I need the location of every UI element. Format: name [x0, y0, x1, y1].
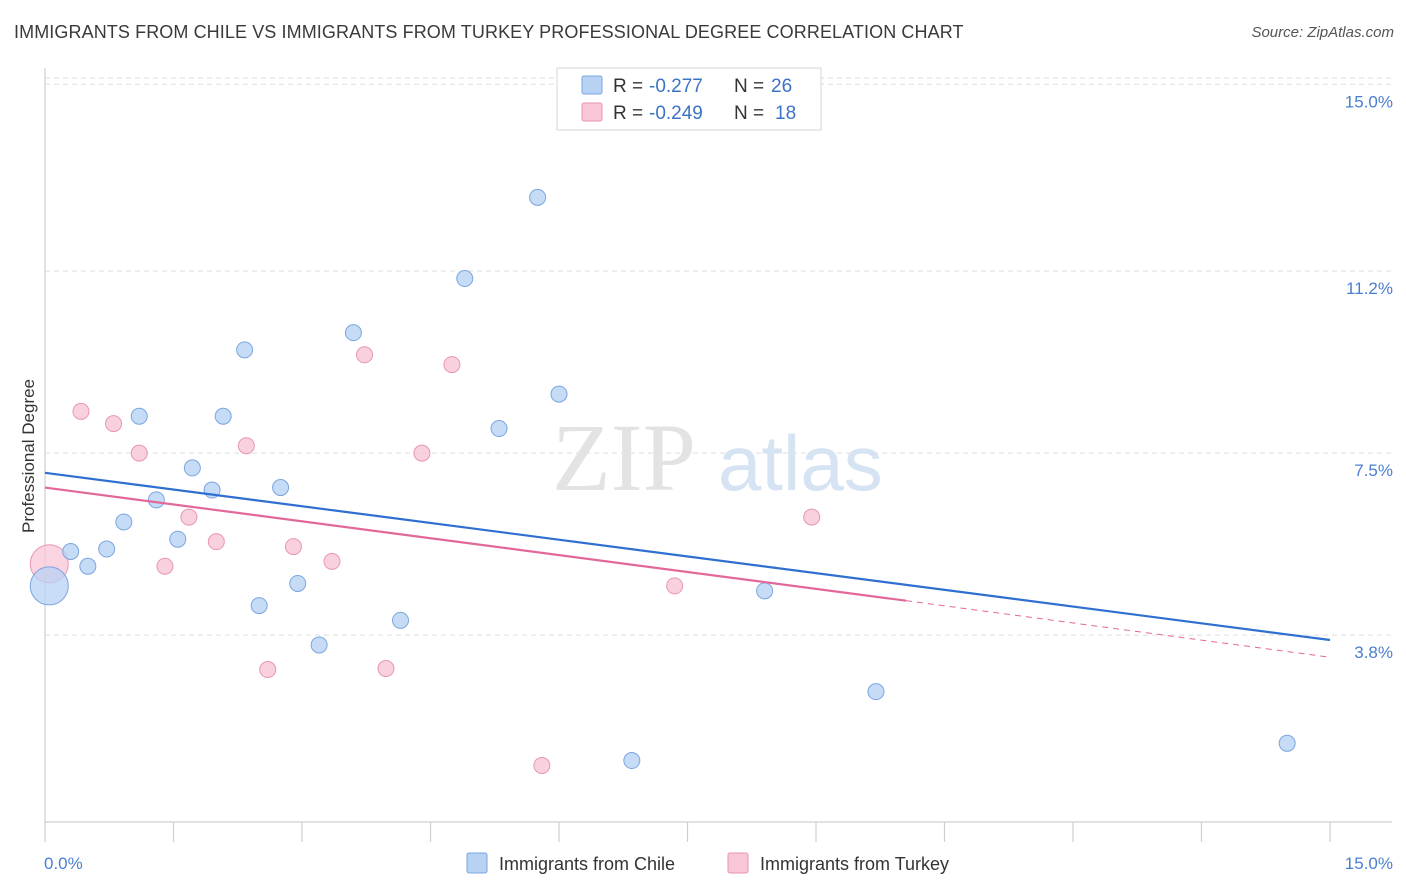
series-legend-label-turkey: Immigrants from Turkey [760, 854, 949, 874]
turkey-point [413, 444, 431, 462]
chile-point [456, 270, 474, 288]
turkey-point [237, 437, 255, 455]
legend-n-label-turkey: N = [734, 103, 764, 124]
chile-point [289, 574, 307, 592]
legend-r-value-chile: -0.277 [649, 76, 703, 97]
series-legend-label-chile: Immigrants from Chile [499, 854, 675, 874]
turkey-trend-line [44, 486, 907, 602]
points-layer [29, 188, 1296, 774]
axis-layer: 3.8% 7.5% 11.2% 15.0% 0.0% 15.0% [44, 68, 1393, 873]
turkey-point [180, 508, 198, 526]
y-tick-label: 3.8% [1354, 643, 1393, 662]
turkey-point [207, 533, 225, 551]
y-axis-label: Professional Degree [19, 379, 38, 533]
turkey-point [533, 756, 551, 774]
chile-point [344, 324, 362, 342]
turkey-trend-line-extension [905, 600, 1331, 658]
x-tick-label: 0.0% [44, 854, 83, 873]
chile-point [867, 683, 885, 701]
turkey-point [130, 444, 148, 462]
y-tick-label: 7.5% [1354, 461, 1393, 480]
chile-trend-line [44, 471, 1331, 642]
legend-r-label-turkey: R = [613, 103, 643, 124]
turkey-point [105, 415, 123, 433]
chile-point [183, 459, 201, 477]
chile-point [98, 540, 116, 558]
turkey-point [156, 557, 174, 575]
chile-point [272, 479, 290, 497]
y-tick-label: 11.2% [1346, 279, 1393, 298]
chile-point [529, 188, 547, 206]
turkey-point [443, 356, 461, 374]
chart-source: Source: ZipAtlas.com [1251, 24, 1394, 41]
turkey-point [259, 661, 277, 679]
chile-point [169, 530, 187, 548]
chile-point [236, 341, 254, 359]
turkey-point [377, 660, 395, 678]
legend-swatch-chile [581, 75, 603, 95]
correlation-legend: R = -0.277 N = 26 R = -0.249 N = 18 [556, 67, 822, 131]
chile-point [310, 636, 328, 654]
legend-n-value-turkey: 18 [775, 103, 796, 124]
turkey-point [323, 552, 341, 570]
turkey-point [803, 508, 821, 526]
y-tick-label: 15.0% [1345, 92, 1393, 111]
trend-layer [44, 471, 1331, 658]
chile-point [1278, 734, 1296, 752]
series-legend-swatch-chile [466, 852, 488, 874]
chart-title: IMMIGRANTS FROM CHILE VS IMMIGRANTS FROM… [14, 22, 964, 42]
watermark-zip: ZIP [552, 404, 696, 511]
chile-point [490, 420, 508, 438]
chile-point [550, 385, 568, 403]
x-tick-label: 15.0% [1345, 854, 1393, 873]
chile-point [147, 491, 165, 509]
turkey-point [356, 346, 374, 364]
legend-n-value-chile: 26 [771, 76, 792, 97]
watermark: ZIP atlas [552, 404, 883, 511]
series-legend-swatch-turkey [727, 852, 749, 874]
watermark-atlas: atlas [718, 419, 883, 507]
series-legend: Immigrants from Chile Immigrants from Tu… [466, 852, 949, 874]
turkey-point [72, 402, 90, 420]
chile-point [623, 752, 641, 770]
chile-point [115, 513, 133, 531]
chile-point [29, 566, 69, 606]
chile-point [756, 582, 774, 600]
legend-r-value-turkey: -0.249 [649, 103, 703, 124]
chile-point [79, 557, 97, 575]
legend-r-label-chile: R = [613, 76, 643, 97]
chile-point [250, 597, 268, 615]
chile-point [130, 407, 148, 425]
legend-n-label-chile: N = [734, 76, 764, 97]
chile-point [62, 542, 80, 560]
legend-swatch-turkey [581, 102, 603, 122]
chile-point [392, 611, 410, 629]
turkey-point [284, 538, 302, 556]
turkey-point [666, 577, 684, 595]
chile-point [214, 407, 232, 425]
